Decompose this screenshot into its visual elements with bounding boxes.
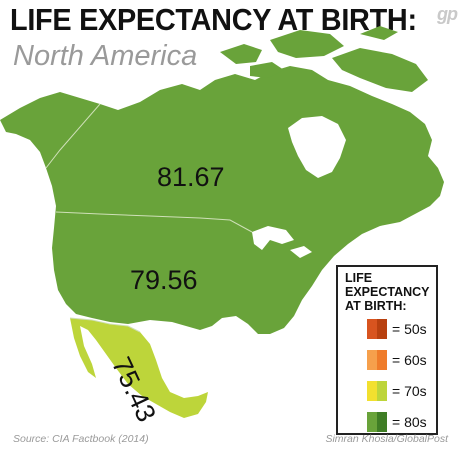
legend-swatch xyxy=(367,380,387,401)
legend-swatch xyxy=(367,318,387,339)
legend-label: = 50s xyxy=(392,320,427,337)
credit-note: Simran Khosla/GlobalPost xyxy=(325,433,448,445)
legend-item-70s: = 70s xyxy=(345,375,429,406)
arctic-island xyxy=(332,48,428,92)
legend-label: = 60s xyxy=(392,351,427,368)
canada-us-border xyxy=(55,211,253,233)
map-title: LIFE EXPECTANCY AT BIRTH: xyxy=(10,2,417,37)
arctic-island xyxy=(250,62,284,78)
legend-item-60s: = 60s xyxy=(345,344,429,375)
arctic-island xyxy=(270,30,344,58)
arctic-island xyxy=(220,44,262,64)
great-lakes xyxy=(252,226,294,250)
legend-label: = 70s xyxy=(392,382,427,399)
legend-swatch xyxy=(367,411,387,432)
alaska-border xyxy=(45,103,101,169)
hudson-bay xyxy=(288,116,346,178)
us-value: 79.56 xyxy=(130,265,198,295)
globalpost-logo: gp xyxy=(437,4,458,24)
mexico-land xyxy=(70,318,208,418)
canada-value: 81.67 xyxy=(157,162,225,192)
arctic-island xyxy=(360,26,398,40)
legend-title: LIFE EXPECTANCY AT BIRTH: xyxy=(345,271,430,313)
source-note: Source: CIA Factbook (2014) xyxy=(13,433,149,445)
map-subtitle: North America xyxy=(13,40,198,72)
legend: LIFE EXPECTANCY AT BIRTH: = 50s = 60s = … xyxy=(336,265,438,435)
us-mexico-border xyxy=(69,317,141,333)
legend-label: = 80s xyxy=(392,413,427,430)
legend-item-50s: = 50s xyxy=(345,313,429,344)
great-lakes xyxy=(290,246,312,258)
legend-item-80s: = 80s xyxy=(345,406,429,437)
legend-swatch xyxy=(367,349,387,370)
